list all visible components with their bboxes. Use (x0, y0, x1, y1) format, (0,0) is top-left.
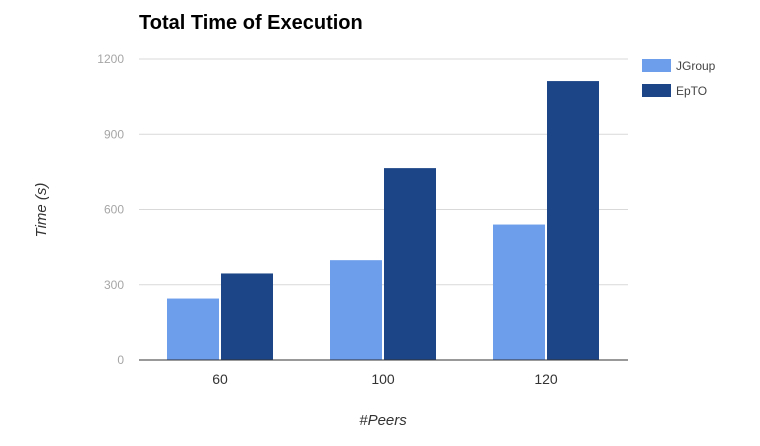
bar-jgroup-100 (330, 260, 382, 360)
bar-jgroup-60 (167, 298, 219, 360)
x-tick-labels: 60 100 120 (212, 371, 558, 387)
legend: JGroup EpTO (642, 59, 716, 98)
y-tick-label: 0 (117, 353, 124, 367)
bar-epto-100 (384, 168, 436, 360)
x-axis-label: #Peers (359, 412, 407, 429)
y-tick-label: 1200 (97, 52, 124, 66)
bar-jgroup-120 (493, 224, 545, 360)
x-tick-label: 60 (212, 371, 228, 387)
bars (167, 81, 599, 360)
chart-title: Total Time of Execution (139, 12, 363, 34)
legend-swatch (642, 59, 671, 72)
bar-epto-60 (221, 273, 273, 360)
y-tick-label: 900 (104, 127, 124, 141)
y-tick-label: 600 (104, 203, 124, 217)
y-tick-labels: 0 300 600 900 1200 (97, 52, 124, 367)
x-tick-label: 100 (371, 371, 395, 387)
y-axis-label: Time (s) (33, 183, 50, 238)
legend-label: JGroup (676, 59, 716, 73)
legend-label: EpTO (676, 84, 707, 98)
y-tick-label: 300 (104, 278, 124, 292)
legend-swatch (642, 84, 671, 97)
x-tick-label: 120 (534, 371, 558, 387)
grid-lines (139, 58, 628, 286)
bar-epto-120 (547, 81, 599, 360)
